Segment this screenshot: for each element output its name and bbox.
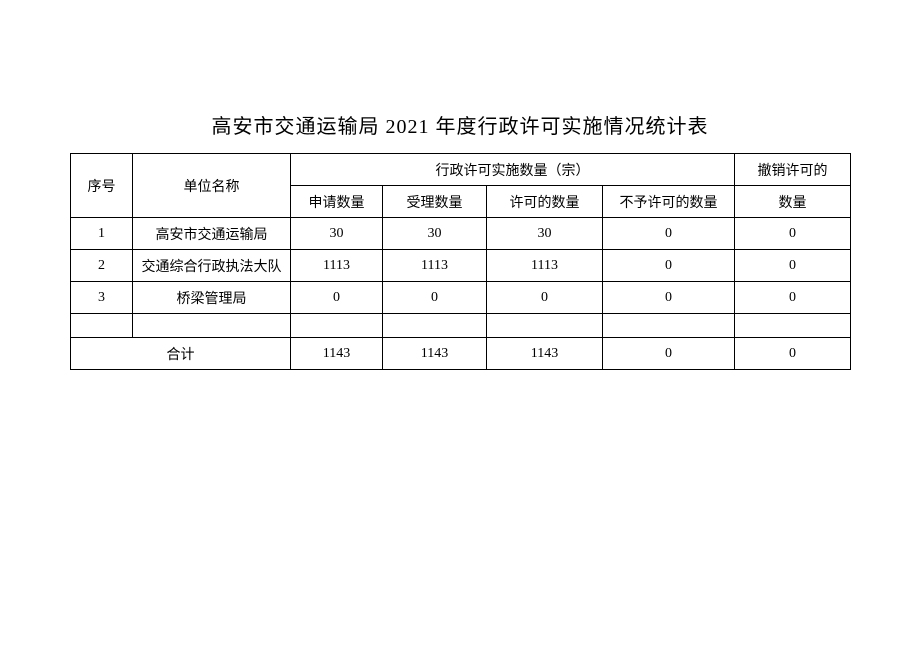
- header-sub-accept: 受理数量: [383, 186, 487, 218]
- header-sub-apply: 申请数量: [291, 186, 383, 218]
- cell-accept: 1113: [383, 250, 487, 282]
- header-sub-reject: 不予许可的数量: [603, 186, 735, 218]
- cell-reject: 0: [603, 282, 735, 314]
- table-row: 2 交通综合行政执法大队 1113 1113 1113 0 0: [71, 250, 851, 282]
- table-row: 1 高安市交通运输局 30 30 30 0 0: [71, 218, 851, 250]
- cell-reject: 0: [603, 218, 735, 250]
- cell-total-reject: 0: [603, 338, 735, 370]
- header-unit-name: 单位名称: [133, 154, 291, 218]
- cell-total-revoke: 0: [735, 338, 851, 370]
- cell-unit: 交通综合行政执法大队: [133, 250, 291, 282]
- cell-revoke: 0: [735, 282, 851, 314]
- cell-permit: 0: [487, 282, 603, 314]
- cell-empty: [71, 314, 133, 338]
- document-container: 高安市交通运输局 2021 年度行政许可实施情况统计表 序号 单位名称 行政许可…: [70, 110, 850, 370]
- statistics-table: 序号 单位名称 行政许可实施数量（宗） 撤销许可的 申请数量 受理数量 许可的数…: [70, 153, 851, 370]
- cell-total-permit: 1143: [487, 338, 603, 370]
- header-index: 序号: [71, 154, 133, 218]
- cell-permit: 1113: [487, 250, 603, 282]
- cell-empty: [735, 314, 851, 338]
- header-revoke-top: 撤销许可的: [735, 154, 851, 186]
- cell-apply: 0: [291, 282, 383, 314]
- page-title: 高安市交通运输局 2021 年度行政许可实施情况统计表: [70, 110, 850, 139]
- cell-empty: [487, 314, 603, 338]
- cell-empty: [291, 314, 383, 338]
- header-sub-revoke: 数量: [735, 186, 851, 218]
- cell-unit: 高安市交通运输局: [133, 218, 291, 250]
- cell-idx: 1: [71, 218, 133, 250]
- cell-idx: 2: [71, 250, 133, 282]
- cell-unit: 桥梁管理局: [133, 282, 291, 314]
- cell-empty: [383, 314, 487, 338]
- cell-empty: [133, 314, 291, 338]
- cell-permit: 30: [487, 218, 603, 250]
- cell-empty: [603, 314, 735, 338]
- cell-idx: 3: [71, 282, 133, 314]
- cell-total-apply: 1143: [291, 338, 383, 370]
- table-row-empty: [71, 314, 851, 338]
- cell-reject: 0: [603, 250, 735, 282]
- cell-accept: 30: [383, 218, 487, 250]
- table-row: 3 桥梁管理局 0 0 0 0 0: [71, 282, 851, 314]
- cell-revoke: 0: [735, 218, 851, 250]
- cell-revoke: 0: [735, 250, 851, 282]
- cell-apply: 30: [291, 218, 383, 250]
- cell-apply: 1113: [291, 250, 383, 282]
- table-row-total: 合计 1143 1143 1143 0 0: [71, 338, 851, 370]
- header-sub-permit: 许可的数量: [487, 186, 603, 218]
- header-impl-group: 行政许可实施数量（宗）: [291, 154, 735, 186]
- cell-total-label: 合计: [71, 338, 291, 370]
- header-row-1: 序号 单位名称 行政许可实施数量（宗） 撤销许可的: [71, 154, 851, 186]
- cell-accept: 0: [383, 282, 487, 314]
- cell-total-accept: 1143: [383, 338, 487, 370]
